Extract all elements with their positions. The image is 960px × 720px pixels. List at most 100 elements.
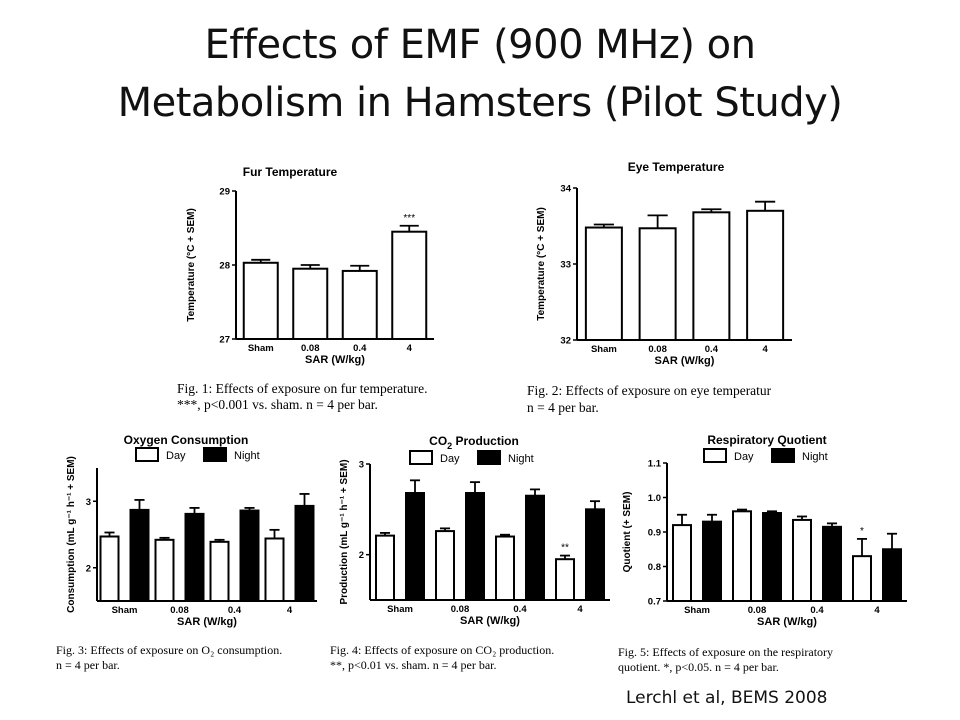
bar-sar-4 xyxy=(391,230,428,340)
figure-caption-line: Fig. 3: Effects of exposure on O₂ consum… xyxy=(56,643,282,657)
bar-day-sar-4 xyxy=(555,558,575,601)
bar-sar-0.4 xyxy=(341,269,378,340)
y-axis-label: Temperature (°C + SEM) xyxy=(186,208,197,322)
fur-temperature-chart: Fur Temperature 27 28 29 Temperature (°C + S… xyxy=(177,165,434,412)
bar-day-sar-4 xyxy=(852,555,872,602)
legend-label-night: Night xyxy=(234,450,260,462)
y-tick-label: 0.7 xyxy=(648,597,661,608)
bar-day-sar-Sham xyxy=(99,535,120,602)
y-tick-label: 2 xyxy=(86,563,91,574)
respiratory-quotient-figure: Respiratory Quotient Day Night 0.7 0.8 0.9 1.0… xyxy=(612,428,910,678)
x-axis-label: SAR (W/kg) xyxy=(177,616,237,628)
eye-temperature-chart: Eye Temperature 32 33 34 Temperature (°C + S… xyxy=(527,160,792,415)
legend-swatch-day xyxy=(135,447,159,462)
bar-night-sar-Sham xyxy=(129,508,150,602)
x-tick-label: Sham xyxy=(591,344,617,355)
bar-night-sar-0.4 xyxy=(822,525,842,602)
x-tick-label: Sham xyxy=(248,343,274,354)
respiratory-quotient-chart: Respiratory Quotient Day Night 0.7 0.8 0.9 1.0… xyxy=(618,433,907,674)
bar-night-sar-Sham xyxy=(702,520,722,602)
figure-caption-line: n = 4 per bar. xyxy=(527,400,599,415)
bar-night-sar-4 xyxy=(294,504,315,602)
bar-day-sar-Sham xyxy=(375,534,395,601)
x-tick-label: 0.08 xyxy=(170,605,189,616)
figure-caption-line: quotient. *, p<0.05. n = 4 per bar. xyxy=(618,660,779,674)
co2-production-figure: CO2 Production Day Night 2 3 Production (mL g… xyxy=(320,428,612,678)
legend-label-day: Day xyxy=(166,450,186,462)
y-tick-label: 1.0 xyxy=(648,493,661,504)
legend-label-night: Night xyxy=(802,451,828,463)
figure-caption-line: ***, p<0.001 vs. sham. n = 4 per bar. xyxy=(177,397,378,412)
legend-swatch-day xyxy=(703,448,727,463)
x-axis-label: SAR (W/kg) xyxy=(757,616,817,628)
legend-label-night: Night xyxy=(508,453,534,465)
bar-sar-Sham xyxy=(242,261,279,340)
x-tick-label: Sham xyxy=(684,605,710,616)
bar-day-sar-Sham xyxy=(672,524,692,602)
y-tick-label: 3 xyxy=(86,497,91,508)
x-tick-label: 0.4 xyxy=(353,343,367,354)
chart-title: Respiratory Quotient xyxy=(707,433,826,447)
y-axis-label: Consumption (mL g⁻¹ h⁻¹ + SEM) xyxy=(66,456,77,613)
chart-title: CO2 Production xyxy=(429,434,519,451)
slide-title-line-2: Metabolism in Hamsters (Pilot Study) xyxy=(117,80,843,126)
legend-swatch-night xyxy=(771,448,795,463)
significance-marker: ** xyxy=(561,543,569,554)
bar-night-sar-0.4 xyxy=(239,509,260,602)
citation: Lerchl et al, BEMS 2008 xyxy=(626,688,828,708)
y-tick-label: 32 xyxy=(560,336,571,347)
fur-temperature-figure: Fur Temperature 27 28 29 Temperature (°C + S… xyxy=(172,158,472,420)
bar-night-sar-0.08 xyxy=(184,512,205,602)
y-tick-label: 0.9 xyxy=(648,528,661,539)
legend-swatch-day xyxy=(409,450,433,465)
x-axis-label: SAR (W/kg) xyxy=(460,615,520,627)
figure-caption-line: Fig. 1: Effects of exposure on fur tempe… xyxy=(177,381,428,396)
x-axis-label: SAR (W/kg) xyxy=(305,354,365,366)
figure-caption-line: **, p<0.01 vs. sham. n = 4 per bar. xyxy=(330,658,497,672)
co2-production-chart: CO2 Production Day Night 2 3 Production (mL g… xyxy=(330,434,610,672)
x-tick-label: 4 xyxy=(874,605,880,616)
chart-title: Eye Temperature xyxy=(628,160,725,174)
bar-day-sar-4 xyxy=(264,537,285,602)
figure-caption-line: Fig. 2: Effects of exposure on eye tempe… xyxy=(527,383,772,398)
y-axis-label: Production (mL g⁻¹ h⁻¹ + SEM) xyxy=(339,459,350,604)
x-tick-label: Sham xyxy=(112,605,138,616)
legend-label-day: Day xyxy=(440,453,460,465)
figure-caption-line: Fig. 5: Effects of exposure on the respi… xyxy=(618,645,833,659)
y-tick-label: 3 xyxy=(359,460,364,471)
oxygen-consumption-chart: Oxygen Consumption Day Night 2 3 Consumption … xyxy=(56,433,317,672)
bar-night-sar-0.08 xyxy=(465,492,485,601)
y-tick-label: 2 xyxy=(359,550,364,561)
x-tick-label: 0.4 xyxy=(810,605,824,616)
bar-night-sar-0.08 xyxy=(762,512,782,602)
x-tick-label: 0.4 xyxy=(228,605,242,616)
y-axis-label: Temperature (°C + SEM) xyxy=(536,207,547,321)
bar-sar-4 xyxy=(746,209,785,341)
y-tick-label: 28 xyxy=(219,261,230,272)
legend-swatch-night xyxy=(203,447,227,462)
y-tick-label: 33 xyxy=(560,260,571,271)
figure-caption-line: Fig. 4: Effects of exposure on CO₂ produ… xyxy=(330,643,554,657)
bar-day-sar-0.08 xyxy=(154,538,175,602)
slide-title-line-1: Effects of EMF (900 MHz) on xyxy=(204,22,756,68)
significance-marker: *** xyxy=(403,213,415,224)
bar-sar-0.4 xyxy=(692,211,731,341)
bar-sar-0.08 xyxy=(638,227,677,341)
x-tick-label: 4 xyxy=(577,604,583,615)
x-tick-label: 4 xyxy=(407,343,413,354)
x-tick-label: 0.08 xyxy=(301,343,320,354)
legend-swatch-night xyxy=(477,450,501,465)
bar-night-sar-4 xyxy=(882,548,902,602)
x-tick-label: 4 xyxy=(287,605,293,616)
chart-title: Fur Temperature xyxy=(243,165,338,179)
bar-day-sar-0.4 xyxy=(495,535,515,601)
x-tick-label: 4 xyxy=(762,344,768,355)
x-tick-label: 0.4 xyxy=(705,344,719,355)
y-tick-label: 27 xyxy=(219,335,230,346)
bar-night-sar-Sham xyxy=(405,492,425,601)
bar-day-sar-0.08 xyxy=(435,530,455,601)
bar-day-sar-0.4 xyxy=(209,540,230,603)
bar-night-sar-4 xyxy=(585,508,605,601)
x-tick-label: Sham xyxy=(387,604,413,615)
